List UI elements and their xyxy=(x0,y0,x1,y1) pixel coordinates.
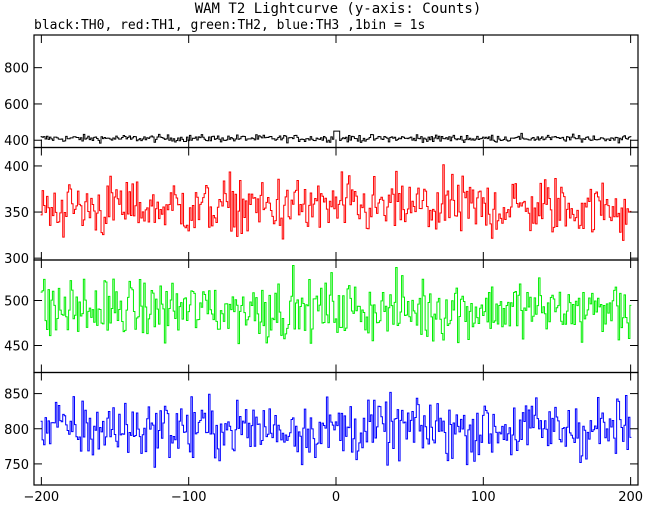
y-tick-label: 450 xyxy=(4,340,29,355)
y-tick-label: 400 xyxy=(4,160,29,175)
series-line-th3 xyxy=(40,391,632,468)
series-line-th0 xyxy=(40,130,632,144)
panel-th3: 750 800 850 xyxy=(4,371,639,486)
y-tick-label: 750 xyxy=(4,458,29,473)
y-tick-label: 500 xyxy=(4,295,29,310)
y-tick-label: 800 xyxy=(4,423,29,438)
x-tick-label: 0 xyxy=(332,490,340,505)
panel-th0: 400 600 800 xyxy=(4,34,639,149)
x-tick-label: −100 xyxy=(171,490,207,505)
y-tick-label: 800 xyxy=(4,62,29,77)
series-line-th2 xyxy=(40,265,632,345)
panels-group: 400 600 800 300 350 400 450 500 750 800 850 xyxy=(4,34,639,486)
y-tick-label: 400 xyxy=(4,134,29,149)
y-tick-label: 600 xyxy=(4,98,29,113)
panel-th2: 450 500 xyxy=(4,259,639,374)
x-tick-label: 100 xyxy=(471,490,496,505)
y-tick-label: 300 xyxy=(4,252,29,267)
x-tick-label: −200 xyxy=(24,490,60,505)
panel-frame xyxy=(33,34,639,149)
chart-subtitle: black:TH0, red:TH1, green:TH2, blue:TH3 … xyxy=(34,18,425,33)
y-tick-label: 850 xyxy=(4,388,29,403)
chart-title: WAM T2 Lightcurve (y-axis: Counts) xyxy=(195,1,482,17)
panel-th1: 300 350 400 xyxy=(4,146,639,267)
y-tick-label: 350 xyxy=(4,206,29,221)
x-axis: −200 −100 0 100 200 xyxy=(24,490,644,505)
series-line-th1 xyxy=(40,164,632,241)
x-tick-label: 200 xyxy=(618,490,643,505)
